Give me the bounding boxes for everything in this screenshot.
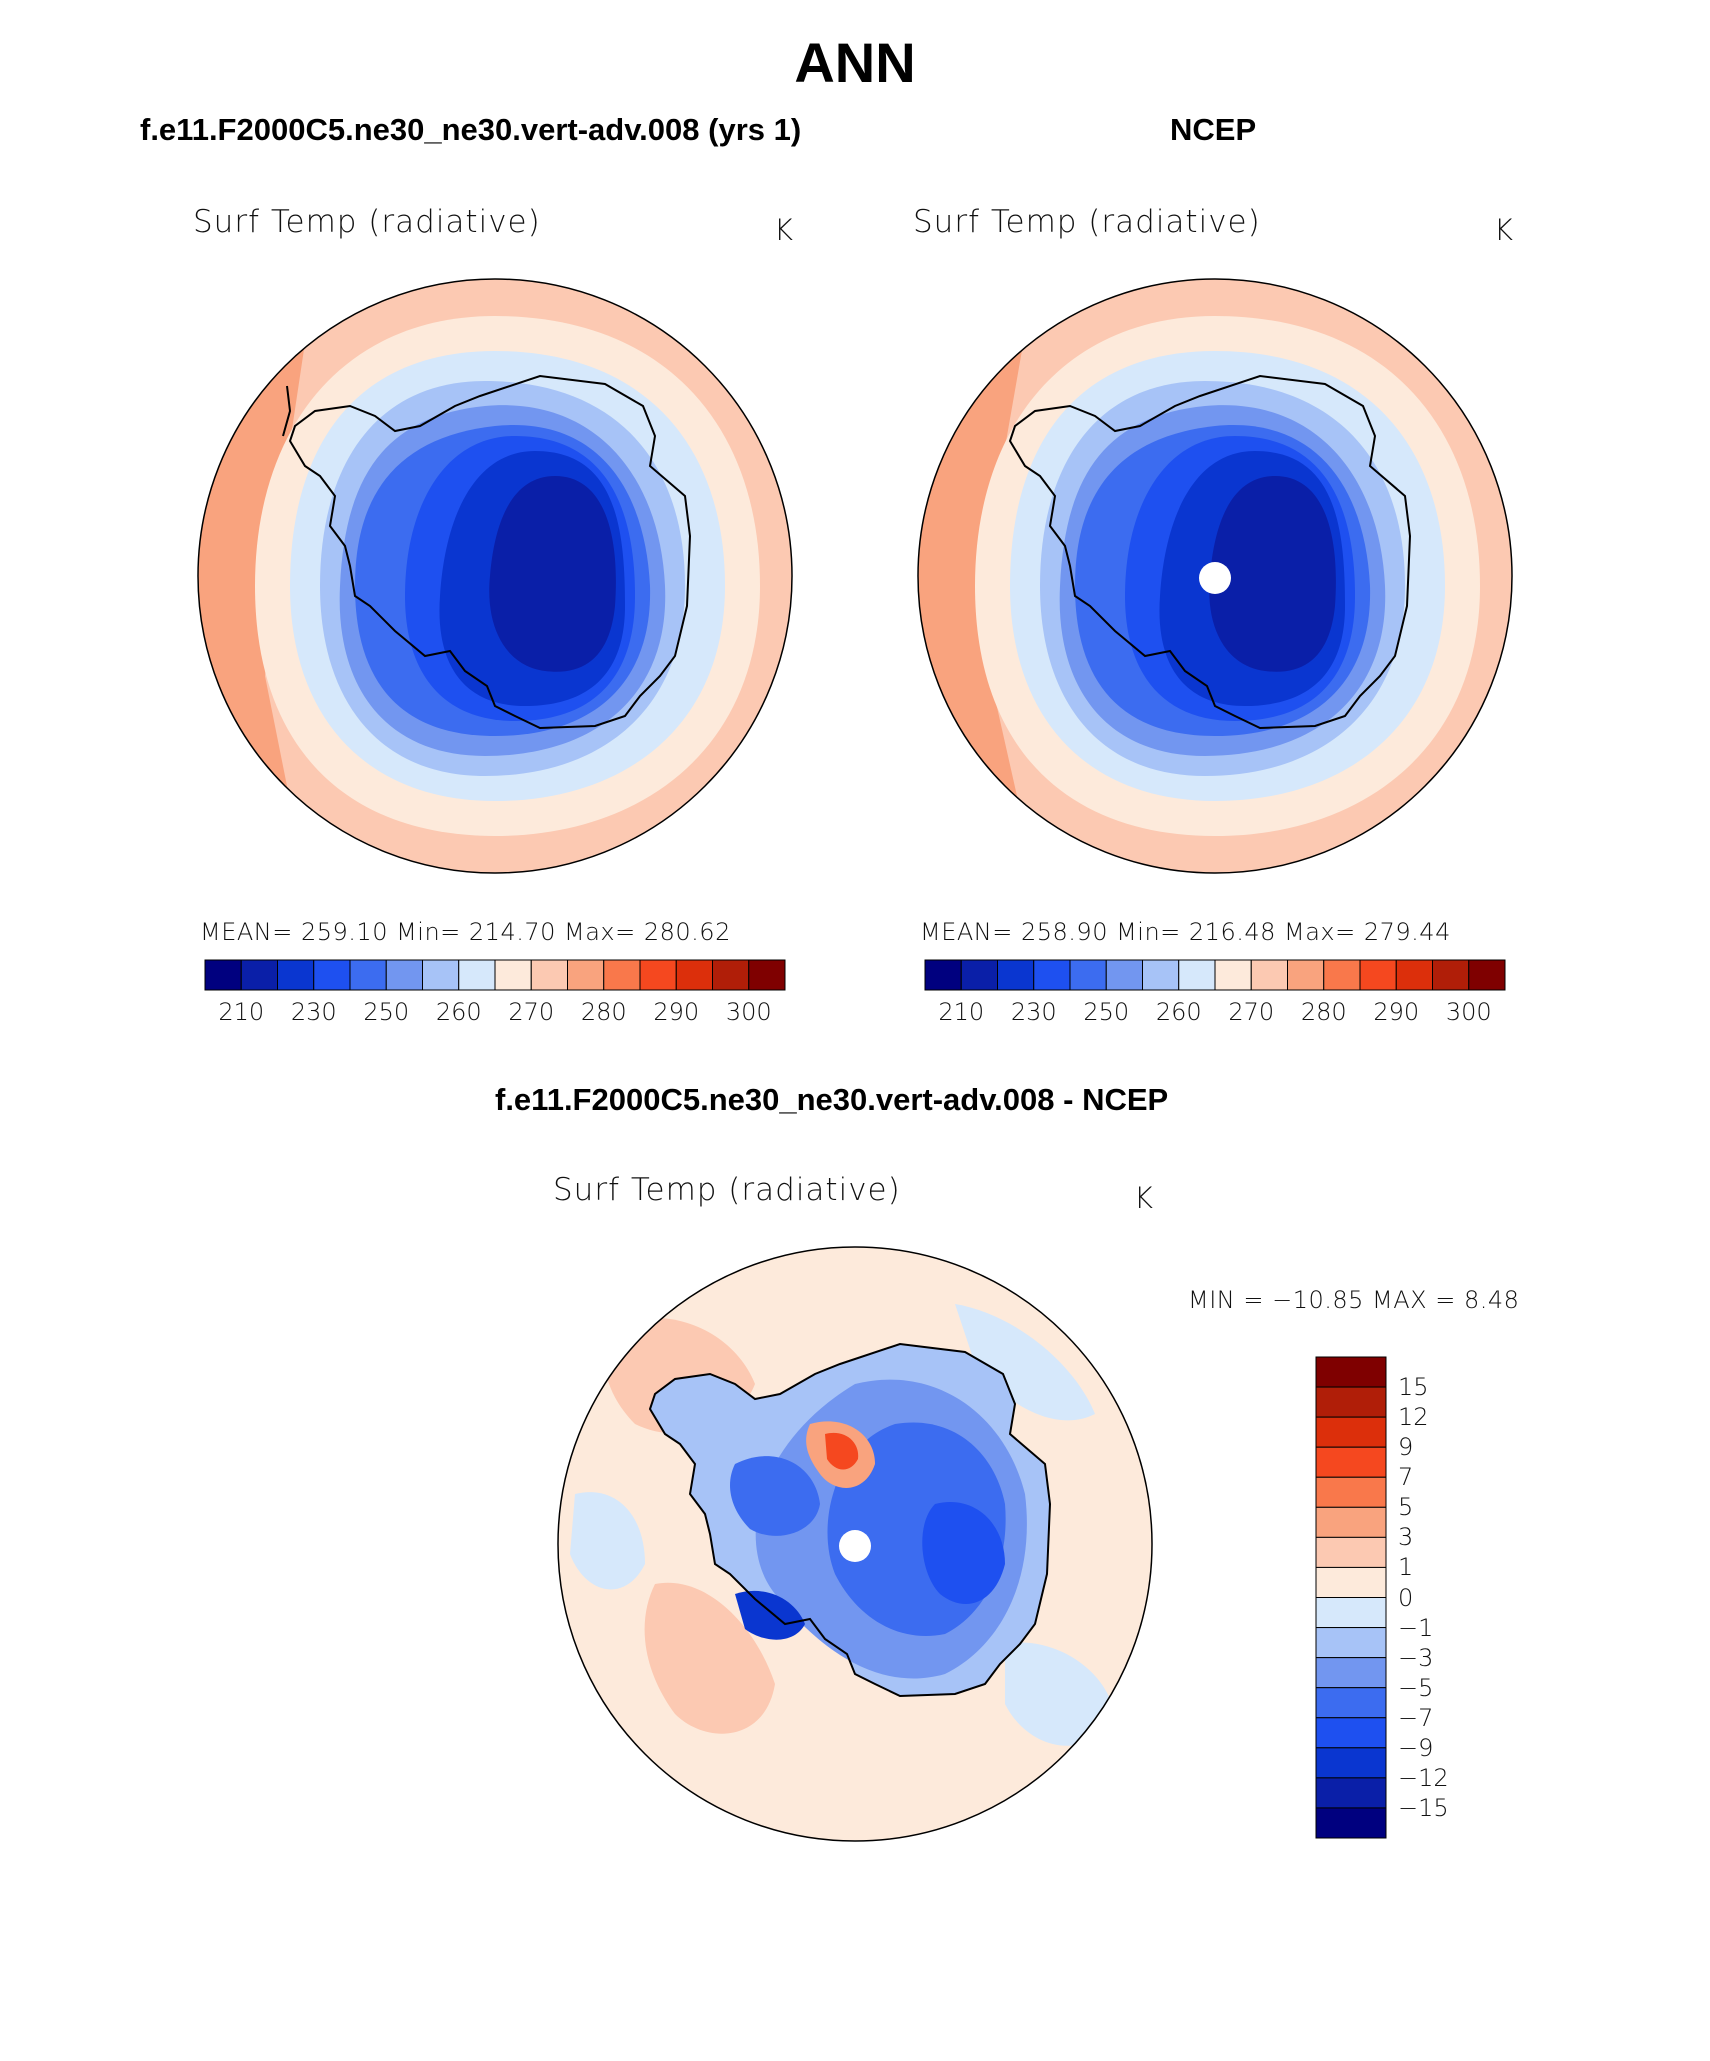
colorbar-swatch <box>1250 959 1288 991</box>
colorbar-tick-label: −15 <box>1398 1793 1449 1822</box>
colorbar-tick-label: 300 <box>1445 998 1492 1026</box>
colorbar-swatch <box>1315 1446 1387 1478</box>
colorbar-tick-label: −9 <box>1398 1733 1434 1762</box>
colorbar-swatch <box>960 959 998 991</box>
figure-title: ANN <box>794 31 916 94</box>
colorbar-swatch <box>639 959 677 991</box>
panel-1-colorbar <box>204 959 786 991</box>
colorbar-swatch <box>1315 1536 1387 1568</box>
colorbar-swatch <box>567 959 605 991</box>
colorbar-tick-label: 12 <box>1398 1403 1429 1432</box>
colorbar-tick-label: 15 <box>1398 1373 1429 1402</box>
colorbar-swatch <box>1315 1386 1387 1418</box>
colorbar-tick-label: 3 <box>1398 1523 1414 1552</box>
colorbar-tick-label: 230 <box>290 998 337 1026</box>
colorbar-swatch <box>1315 1506 1387 1538</box>
colorbar-tick-label: 300 <box>725 998 772 1026</box>
colorbar-tick-label: 9 <box>1398 1433 1414 1462</box>
colorbar-swatch <box>1315 1777 1387 1809</box>
colorbar-swatch <box>277 959 315 991</box>
colorbar-swatch <box>1315 1566 1387 1598</box>
colorbar-tick-label: 260 <box>435 998 482 1026</box>
colorbar-tick-label: −7 <box>1398 1703 1434 1732</box>
panel-1-units-label: K <box>774 213 794 247</box>
colorbar-swatch <box>1069 959 1107 991</box>
colorbar-tick-label: 1 <box>1398 1553 1414 1582</box>
colorbar-tick-label: 210 <box>938 998 985 1026</box>
colorbar-tick-label: 250 <box>363 998 410 1026</box>
colorbar-swatch <box>1315 1476 1387 1508</box>
colorbar-tick-label: 280 <box>580 998 627 1026</box>
colorbar-swatch <box>422 959 460 991</box>
colorbar-tick-label: 7 <box>1398 1463 1414 1492</box>
panel-3-variable-label: Surf Temp (radiative) <box>553 1172 901 1208</box>
colorbar-swatch <box>1105 959 1143 991</box>
colorbar-swatch <box>675 959 713 991</box>
colorbar-tick-label: 250 <box>1083 998 1130 1026</box>
panel-1-polar-map <box>197 278 793 874</box>
colorbar-swatch <box>1323 959 1361 991</box>
colorbar-tick-label: −12 <box>1398 1763 1449 1792</box>
panel-2-statistics: MEAN= 258.90 Min= 216.48 Max= 279.44 <box>920 918 1451 946</box>
colorbar-tick-label: 260 <box>1155 998 1202 1026</box>
colorbar-swatch <box>530 959 568 991</box>
panel-1-variable-label: Surf Temp (radiative) <box>193 204 541 240</box>
colorbar-tick-label: 270 <box>508 998 555 1026</box>
colorbar-swatch <box>385 959 423 991</box>
colorbar-swatch <box>204 959 242 991</box>
colorbar-swatch <box>924 959 962 991</box>
colorbar-tick-label: 210 <box>218 998 265 1026</box>
colorbar-swatch <box>1214 959 1252 991</box>
colorbar-swatch <box>494 959 532 991</box>
colorbar-tick-label: 270 <box>1228 998 1275 1026</box>
colorbar-swatch <box>1315 1657 1387 1689</box>
colorbar-tick-label: −5 <box>1398 1673 1434 1702</box>
colorbar-swatch <box>748 959 786 991</box>
colorbar-swatch <box>1315 1687 1387 1719</box>
colorbar-swatch <box>1359 959 1397 991</box>
panel-1-title: f.e11.F2000C5.ne30_ne30.vert-adv.008 (yr… <box>140 112 802 147</box>
colorbar-swatch <box>1178 959 1216 991</box>
colorbar-swatch <box>1315 1807 1387 1839</box>
colorbar-tick-label: −3 <box>1398 1643 1434 1672</box>
panel-2-colorbar <box>924 959 1506 991</box>
colorbar-tick-label: 5 <box>1398 1493 1414 1522</box>
colorbar-swatch <box>1287 959 1325 991</box>
colorbar-swatch <box>1315 1717 1387 1749</box>
colorbar-swatch <box>1315 1627 1387 1659</box>
panel-3-polar-map <box>557 1246 1153 1842</box>
colorbar-tick-label: 0 <box>1398 1583 1414 1612</box>
colorbar-swatch <box>1315 1747 1387 1779</box>
colorbar-tick-label: −1 <box>1398 1613 1434 1642</box>
panel-2-units-label: K <box>1494 213 1514 247</box>
colorbar-swatch <box>1395 959 1433 991</box>
colorbar-swatch <box>1432 959 1470 991</box>
colorbar-swatch <box>349 959 387 991</box>
colorbar-swatch <box>997 959 1035 991</box>
colorbar-tick-label: 290 <box>653 998 700 1026</box>
panel-2-variable-label: Surf Temp (radiative) <box>913 204 1261 240</box>
colorbar-swatch <box>313 959 351 991</box>
colorbar-swatch <box>1315 1597 1387 1629</box>
panel-2-polar-map <box>917 278 1513 874</box>
colorbar-swatch <box>1468 959 1506 991</box>
colorbar-swatch <box>240 959 278 991</box>
colorbar-swatch <box>603 959 641 991</box>
panel-3-colorbar <box>1315 1356 1387 1839</box>
colorbar-tick-label: 290 <box>1373 998 1420 1026</box>
panel-3-title: f.e11.F2000C5.ne30_ne30.vert-adv.008 - N… <box>495 1082 1169 1117</box>
panel-3-statistics: MIN = −10.85 MAX = 8.48 <box>1188 1286 1520 1314</box>
panel-1-statistics: MEAN= 259.10 Min= 214.70 Max= 280.62 <box>200 918 731 946</box>
colorbar-swatch <box>712 959 750 991</box>
colorbar-swatch <box>1315 1356 1387 1388</box>
colorbar-swatch <box>1033 959 1071 991</box>
colorbar-swatch <box>458 959 496 991</box>
colorbar-swatch <box>1142 959 1180 991</box>
panel-2-title: NCEP <box>1170 112 1257 147</box>
colorbar-tick-label: 280 <box>1300 998 1347 1026</box>
panel-3-units-label: K <box>1134 1181 1154 1215</box>
colorbar-swatch <box>1315 1416 1387 1448</box>
colorbar-tick-label: 230 <box>1010 998 1057 1026</box>
